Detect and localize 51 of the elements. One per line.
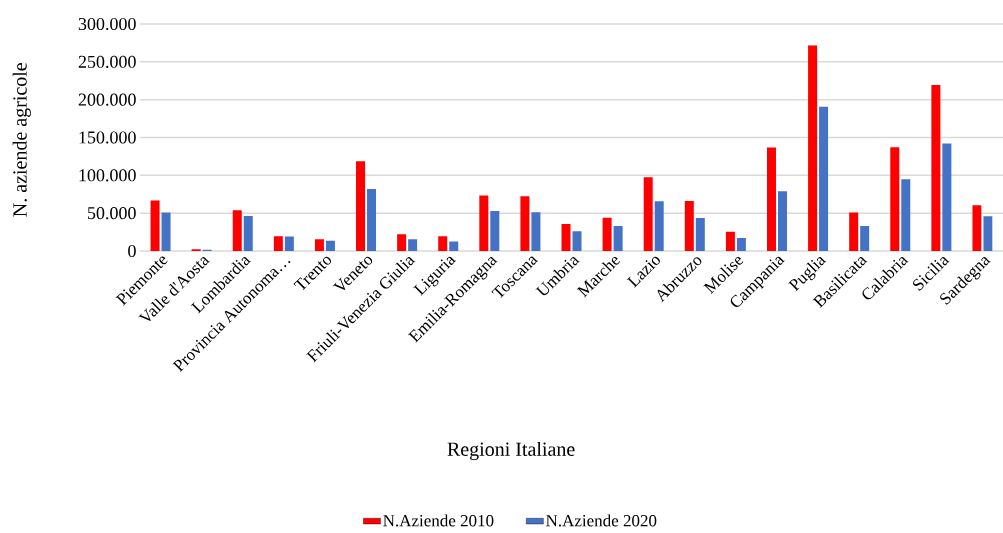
bar (367, 188, 377, 251)
bar (531, 212, 541, 251)
bar (314, 239, 324, 251)
legend-label: N.Aziende 2020 (546, 514, 657, 527)
bar (356, 161, 366, 251)
bar (725, 231, 735, 251)
legend-label: N.Aziende 2010 (383, 514, 494, 527)
bar (243, 215, 253, 251)
x-axis-title: Regioni Italiane (447, 441, 575, 461)
bar (736, 237, 746, 251)
bar (695, 217, 705, 251)
bar (602, 217, 612, 251)
bar (449, 241, 459, 251)
bar (766, 147, 776, 251)
bar (284, 236, 294, 251)
bar (325, 240, 335, 251)
bar (490, 210, 500, 251)
bar (860, 225, 870, 251)
bar (654, 201, 664, 251)
bar (890, 147, 900, 251)
bar (408, 239, 418, 251)
bar (561, 223, 571, 251)
bar (613, 225, 623, 251)
bar (643, 177, 653, 251)
bar (150, 200, 160, 251)
y-tick-label: 0 (128, 244, 136, 258)
y-tick-label: 50.000 (88, 207, 136, 220)
y-tick-label: 250.000 (78, 55, 136, 68)
y-tick-label: 300.000 (78, 17, 136, 31)
bar (232, 210, 242, 251)
bar (931, 85, 941, 251)
y-tick-label: 100.000 (79, 169, 136, 182)
bar (161, 212, 171, 251)
y-tick-label: 150.000 (79, 131, 136, 144)
bar (520, 196, 530, 251)
bar (438, 236, 448, 251)
bar (942, 143, 952, 251)
bar (684, 200, 694, 251)
bar (972, 205, 982, 251)
bar (479, 195, 489, 251)
y-tick-label: 200.000 (78, 93, 136, 106)
bar (849, 212, 859, 251)
bar (572, 231, 582, 251)
bar (777, 191, 787, 251)
bar (273, 236, 283, 251)
bar (397, 234, 407, 251)
bar (901, 179, 911, 251)
bar (983, 216, 993, 251)
bar (819, 106, 829, 251)
bar (808, 45, 818, 251)
y-axis-title: N. aziende agricole (12, 62, 31, 217)
